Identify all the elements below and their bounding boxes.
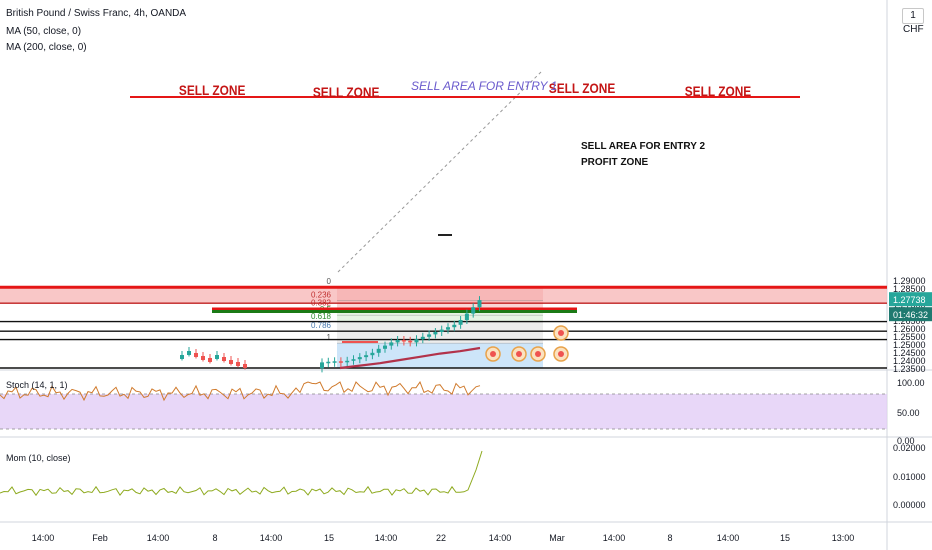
candle-body [433,332,437,334]
candle-body [415,339,419,342]
fib-level-label: 1 [327,333,332,342]
candle-body [478,300,482,307]
fib-band [337,300,543,308]
time-tick-label: 14:00 [147,533,170,543]
fib-band [337,315,543,322]
candle-body [236,362,240,366]
mom-tick-label: 0.01000 [893,472,926,482]
candle-body [459,320,463,325]
fib-level-label: 0.786 [311,321,332,330]
countdown-label: 01:46:32 [893,310,928,320]
mom-tick-label: 0.00000 [893,500,926,510]
candle-body [333,361,337,363]
stoch-legend: Stoch (14, 1, 1) [6,380,68,390]
candle-body [389,342,393,345]
stoch-tick-label: 50.00 [897,408,920,418]
time-tick-label: 14:00 [717,533,740,543]
candle-body [364,355,368,357]
candle-body [243,364,247,368]
time-tick-label: 8 [667,533,672,543]
candle-body [194,353,198,357]
candle-body [201,356,205,360]
candle-body [440,330,444,332]
candle-body [345,361,349,363]
sell-zone-label: SELL ZONE [549,80,616,96]
candle-body [377,349,381,353]
time-tick-label: 14:00 [603,533,626,543]
candle-body [187,351,191,355]
mom-tick-label: 0.02000 [893,443,926,453]
candle-body [222,357,226,361]
candle-body [446,327,450,329]
stoch-tick-label: 100.00 [897,378,925,388]
time-tick-label: 14:00 [260,533,283,543]
time-tick-label: 15 [324,533,334,543]
fib-level-label: 0 [327,277,332,286]
event-icon [490,351,496,357]
profit-zone-label: PROFIT ZONE [581,157,649,168]
event-icon [535,351,541,357]
candle-body [358,357,362,359]
fib-level-label: 0.618 [311,312,332,321]
time-tick-label: Feb [92,533,108,543]
candle-body [383,346,387,349]
time-tick-label: Mar [549,533,565,543]
time-tick-label: 8 [212,533,217,543]
mom-legend: Mom (10, close) [6,453,71,463]
event-icon [558,330,564,336]
candle-body [180,355,184,359]
event-icon [558,351,564,357]
sell-zone-label: SELL ZONE [179,82,246,98]
sell-zone-label: SELL ZONE [685,83,752,99]
candle-body [402,340,406,342]
time-tick-label: 14:00 [32,533,55,543]
candle-body [465,314,469,320]
time-tick-label: 14:00 [375,533,398,543]
last-price-label: 1.27738 [893,295,926,305]
ma50-legend: MA (50, close, 0) [6,26,81,37]
time-tick-label: 14:00 [489,533,512,543]
stoch-band [0,394,887,429]
candle-body [229,360,233,364]
symbol-title: British Pound / Swiss Franc, 4h, OANDA [6,8,186,19]
candle-body [427,334,431,336]
candle-body [352,359,356,361]
candle-body [452,325,456,327]
candle-body [396,340,400,342]
currency-button[interactable]: 1 CHF [902,8,924,24]
candle-body [471,307,475,313]
time-tick-label: 15 [780,533,790,543]
time-tick-label: 22 [436,533,446,543]
event-icon [516,351,522,357]
entry2-label: SELL AREA FOR ENTRY 2 [581,141,706,152]
candle-body [326,362,330,364]
candle-body [339,361,343,363]
candle-body [208,358,212,362]
ma200-legend: MA (200, close, 0) [6,42,87,53]
candle-body [215,355,219,359]
price-tick-label: 1.23500 [893,364,926,374]
candle-body [408,341,412,343]
sell-zone-label: SELL ZONE [313,84,380,100]
candle-body [370,353,374,355]
fib-band [337,287,543,300]
candle-body [421,337,425,339]
entry1-label: SELL AREA FOR ENTRY 1 [411,79,557,93]
time-tick-label: 13:00 [832,533,855,543]
candle-body [320,362,324,368]
